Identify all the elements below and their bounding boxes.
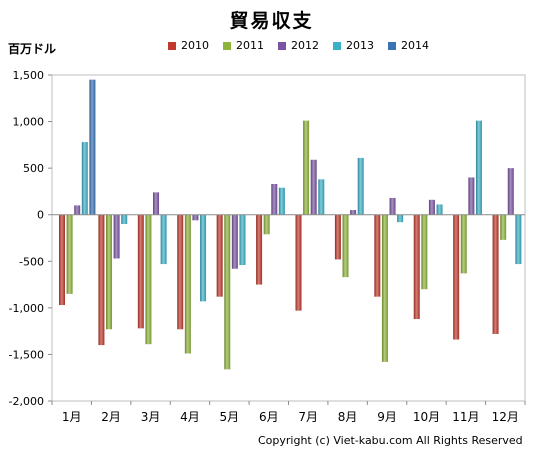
y-tick-label: -500 xyxy=(19,255,44,268)
bar-2011-2 xyxy=(106,214,113,330)
bar-2010-4 xyxy=(177,214,184,330)
bar-2013-4 xyxy=(200,214,207,302)
y-axis-unit-label: 百万ドル xyxy=(8,42,57,56)
bar-2012-11 xyxy=(468,177,475,215)
legend-item-2014: 2014 xyxy=(388,39,429,52)
legend-swatch-2013 xyxy=(333,41,341,50)
legend-swatch-2014 xyxy=(388,41,396,50)
y-tick-label: -2,000 xyxy=(9,395,44,408)
bar-2011-12 xyxy=(500,214,507,240)
x-tick-label: 1月 xyxy=(62,410,82,424)
y-tick-label: -1,500 xyxy=(9,348,44,361)
bar-2011-1 xyxy=(66,214,73,294)
bar-2011-6 xyxy=(263,214,270,235)
bar-2014-1 xyxy=(89,79,96,215)
bar-2013-2 xyxy=(121,214,128,225)
bar-2012-2 xyxy=(113,214,120,259)
chart-title: 貿易収支 xyxy=(229,10,314,32)
y-tick-label: 1,000 xyxy=(13,116,45,129)
legend-item-2012: 2012 xyxy=(278,39,319,52)
bar-2011-9 xyxy=(381,214,388,362)
x-tick-label: 9月 xyxy=(377,410,397,424)
bar-2010-3 xyxy=(137,214,144,329)
legend-swatch-2011 xyxy=(223,41,231,50)
bar-2011-10 xyxy=(421,214,428,290)
bar-2013-3 xyxy=(160,214,167,265)
bar-2012-5 xyxy=(231,214,238,269)
copyright-notice: Copyright (c) Viet-kabu.com All Rights R… xyxy=(258,434,523,447)
bar-2013-8 xyxy=(357,157,364,215)
bar-2012-10 xyxy=(428,199,435,215)
y-tick-label: 1,500 xyxy=(13,69,45,82)
bar-2010-7 xyxy=(295,214,302,311)
legend-item-2013: 2013 xyxy=(333,39,374,52)
bar-2010-11 xyxy=(453,214,460,340)
legend-label-2011: 2011 xyxy=(236,39,264,52)
bar-2010-10 xyxy=(413,214,420,320)
bar-2010-6 xyxy=(256,214,263,285)
bar-2012-3 xyxy=(153,192,160,215)
bar-2012-6 xyxy=(271,183,278,215)
legend-label-2010: 2010 xyxy=(181,39,209,52)
bar-2012-7 xyxy=(310,159,317,215)
bar-2013-9 xyxy=(397,214,404,223)
x-tick-label: 4月 xyxy=(180,410,200,424)
y-tick-label: 0 xyxy=(37,209,44,222)
chart-legend: 2010 2011 2012 2013 2014 xyxy=(168,39,443,52)
bar-2012-12 xyxy=(507,168,514,215)
bar-2011-5 xyxy=(224,214,231,370)
x-tick-label: 8月 xyxy=(338,410,358,424)
bar-2011-3 xyxy=(145,214,152,345)
bar-2012-8 xyxy=(350,210,357,215)
bar-2011-4 xyxy=(184,214,191,354)
y-tick-label: 500 xyxy=(23,162,44,175)
bar-2011-11 xyxy=(460,214,467,274)
bar-2010-9 xyxy=(374,214,381,297)
bar-2010-8 xyxy=(334,214,341,260)
bar-2013-6 xyxy=(278,187,285,215)
x-tick-label: 2月 xyxy=(101,410,121,424)
bar-2010-2 xyxy=(98,214,105,346)
legend-label-2012: 2012 xyxy=(291,39,319,52)
bar-2012-4 xyxy=(192,214,199,221)
legend-item-2011: 2011 xyxy=(223,39,264,52)
bar-2011-8 xyxy=(342,214,349,278)
legend-item-2010: 2010 xyxy=(168,39,209,52)
bar-2012-1 xyxy=(74,205,81,215)
x-tick-label: 12月 xyxy=(492,410,519,424)
legend-label-2013: 2013 xyxy=(346,39,374,52)
x-tick-label: 10月 xyxy=(413,410,440,424)
bar-2013-11 xyxy=(475,120,482,215)
bar-2010-1 xyxy=(59,214,65,306)
legend-label-2014: 2014 xyxy=(401,39,429,52)
x-tick-label: 5月 xyxy=(220,410,240,424)
bar-2011-7 xyxy=(303,120,310,215)
bar-2010-5 xyxy=(216,214,223,297)
legend-swatch-2012 xyxy=(278,41,286,50)
bar-2013-7 xyxy=(318,179,325,215)
y-tick-label: -1,000 xyxy=(9,302,44,315)
bar-2013-10 xyxy=(436,204,443,215)
x-tick-label: 6月 xyxy=(259,410,279,424)
bar-2013-1 xyxy=(81,142,88,215)
bar-2012-9 xyxy=(389,197,396,215)
bar-2013-12 xyxy=(515,214,522,265)
bar-2013-5 xyxy=(239,214,246,266)
legend-swatch-2010 xyxy=(168,41,176,50)
bar-2010-12 xyxy=(492,214,499,334)
x-tick-label: 11月 xyxy=(452,410,479,424)
x-tick-label: 7月 xyxy=(298,410,318,424)
x-tick-label: 3月 xyxy=(141,410,161,424)
